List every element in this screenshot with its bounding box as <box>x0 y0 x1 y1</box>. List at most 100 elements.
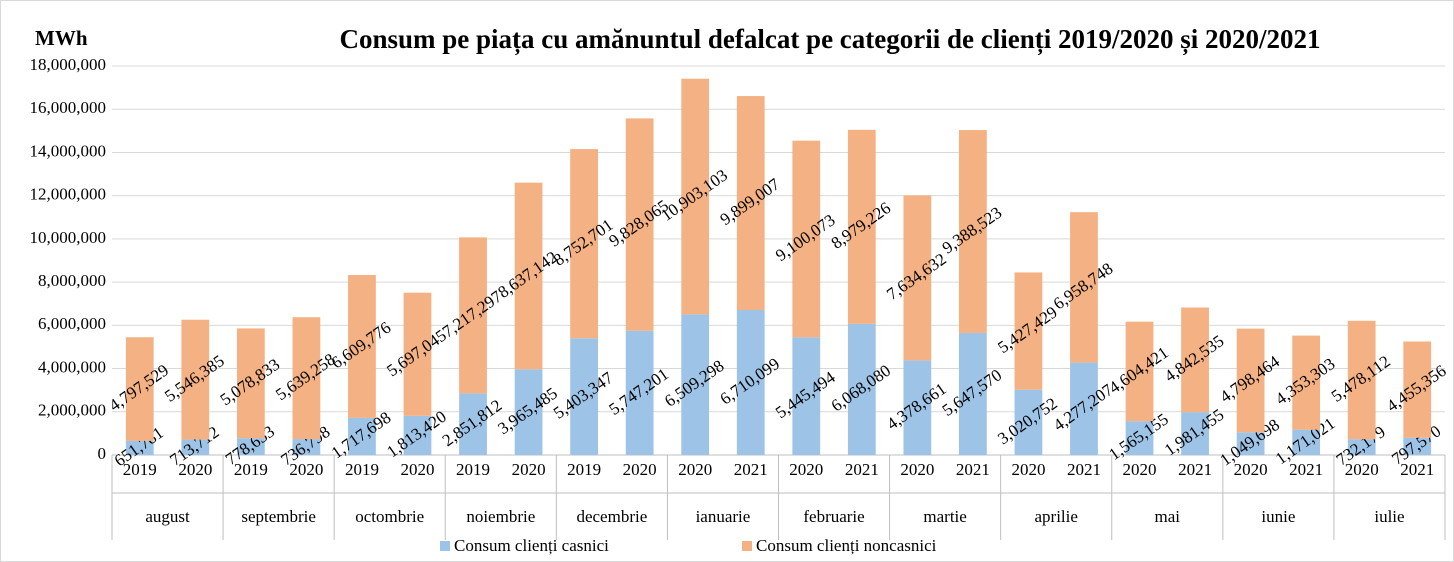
x-tick-label: 2019 <box>456 460 490 479</box>
group-label: februarie <box>803 507 864 526</box>
bar-segment <box>292 439 321 455</box>
bar-segment <box>236 438 265 455</box>
group-label: iulie <box>1374 507 1404 526</box>
bar-segment <box>736 309 765 455</box>
x-tick-label: 2021 <box>1067 460 1101 479</box>
chart-title: Consum pe piața cu amănuntul defalcat pe… <box>339 24 1321 54</box>
bar-segment <box>1070 362 1098 455</box>
x-tick-label: 2019 <box>234 460 268 479</box>
bar-segment <box>625 118 654 331</box>
bar-segment <box>1125 321 1154 422</box>
x-tick-label: 2021 <box>956 460 990 479</box>
x-tick-label: 2020 <box>1011 460 1045 479</box>
bar-segment <box>792 140 821 338</box>
bar-segment <box>1181 307 1209 413</box>
bar-segment <box>681 314 710 455</box>
bar-segment <box>1014 272 1043 390</box>
x-tick-label: 2020 <box>623 460 657 479</box>
x-tick-label: 2020 <box>289 460 323 479</box>
bar-segment <box>847 129 876 324</box>
y-tick-label: 0 <box>98 444 107 463</box>
group-label: ianuarie <box>696 507 751 526</box>
bar-segment <box>1292 429 1321 455</box>
x-tick-label: 2021 <box>734 460 768 479</box>
y-tick-label: 14,000,000 <box>30 141 107 160</box>
y-tick-label: 10,000,000 <box>30 228 107 247</box>
x-tick-label: 2019 <box>345 460 379 479</box>
bar-segment <box>514 182 543 370</box>
bar-segment <box>348 275 376 418</box>
bar-segment <box>514 369 543 455</box>
y-tick-label: 18,000,000 <box>30 55 107 74</box>
group-label: octombrie <box>355 507 424 526</box>
bar-segment <box>959 332 987 455</box>
y-axis-label: MWh <box>35 26 88 50</box>
x-tick-label: 2020 <box>178 460 212 479</box>
y-tick-label: 6,000,000 <box>38 314 106 333</box>
legend-label: Consum clienți casnici <box>454 536 609 555</box>
bar-segment <box>125 337 154 441</box>
y-tick-label: 8,000,000 <box>38 271 106 290</box>
bar-segment <box>1403 437 1432 455</box>
x-tick-label: 2020 <box>1123 460 1157 479</box>
group-label: noiembrie <box>466 507 535 526</box>
bar-segment <box>1014 389 1043 455</box>
bar-segment <box>903 360 932 455</box>
legend-label: Consum clienți noncasnici <box>756 536 937 555</box>
bar-segment <box>847 323 876 455</box>
y-tick-label: 4,000,000 <box>38 357 106 376</box>
x-tick-label: 2021 <box>1400 460 1434 479</box>
bar-segment <box>1125 421 1154 455</box>
group-label: decembrie <box>576 507 647 526</box>
group-label: aprilie <box>1034 507 1077 526</box>
group-label: martie <box>923 507 966 526</box>
bar-segment <box>125 440 154 455</box>
bar-segment <box>570 149 598 339</box>
bar-segment <box>403 415 432 455</box>
bar-segment <box>1181 412 1209 455</box>
bar-segment <box>181 319 210 440</box>
bar-segment <box>459 393 487 455</box>
bar-segment <box>292 317 321 440</box>
bar-segment <box>1236 328 1265 433</box>
bar-segment <box>1347 439 1376 455</box>
bar-segment <box>1292 335 1321 430</box>
x-tick-label: 2019 <box>123 460 157 479</box>
group-label: mai <box>1155 507 1181 526</box>
y-tick-label: 16,000,000 <box>30 98 107 117</box>
bar-segment <box>1347 320 1376 440</box>
group-label: august <box>145 507 190 526</box>
x-tick-label: 2021 <box>1178 460 1212 479</box>
bar-segment <box>236 328 265 439</box>
x-tick-label: 2020 <box>678 460 712 479</box>
bar-segment <box>181 439 210 455</box>
group-label: septembrie <box>241 507 316 526</box>
x-tick-label: 2021 <box>1289 460 1323 479</box>
x-tick-label: 2020 <box>789 460 823 479</box>
bar-segment <box>570 338 598 455</box>
bar-segment <box>736 96 765 310</box>
x-tick-label: 2019 <box>567 460 601 479</box>
group-label: iunie <box>1261 507 1295 526</box>
bar-segment <box>903 195 932 361</box>
y-tick-label: 2,000,000 <box>38 401 106 420</box>
y-tick-label: 12,000,000 <box>30 185 107 204</box>
legend-swatch <box>742 541 752 551</box>
bar-segment <box>959 130 987 333</box>
bar-segment <box>403 292 432 416</box>
x-tick-label: 2020 <box>512 460 546 479</box>
bar-segment <box>348 417 376 455</box>
bar-segment <box>792 337 821 455</box>
bar-segment <box>625 330 654 455</box>
bar-segment <box>459 237 487 394</box>
x-tick-label: 2021 <box>845 460 879 479</box>
legend-swatch <box>440 541 450 551</box>
x-tick-label: 2020 <box>900 460 934 479</box>
x-tick-label: 2020 <box>1345 460 1379 479</box>
bar-segment <box>681 78 710 315</box>
x-tick-label: 2020 <box>1234 460 1268 479</box>
bar-segment <box>1236 432 1265 455</box>
